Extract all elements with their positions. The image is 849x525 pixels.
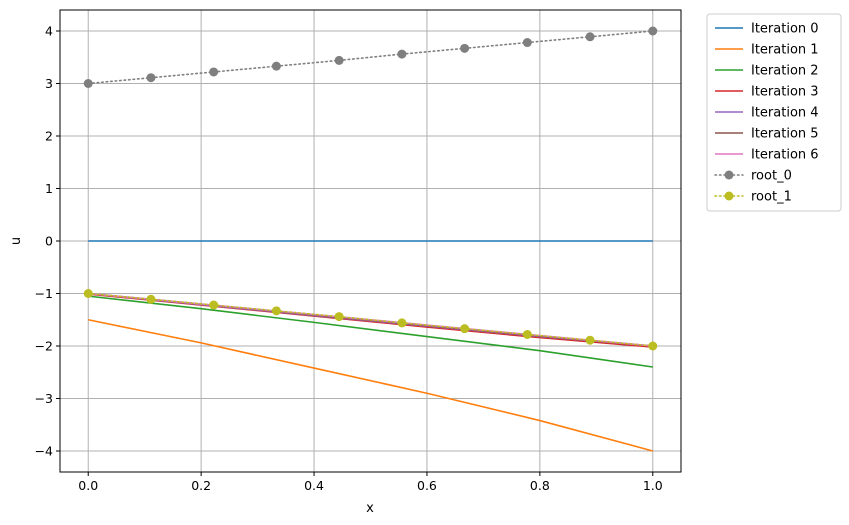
data-point [522,38,532,48]
legend-label: Iteration 4 [751,106,819,121]
legend-label: Iteration 0 [751,22,819,37]
series-line [88,295,653,368]
data-point [648,26,658,36]
legend-label: Iteration 5 [751,127,819,142]
legend-item: root_0 [714,169,792,184]
data-point [271,306,281,316]
y-axis-ticks: −4 −3 −2 −1 0 1 2 3 4 [35,24,60,459]
x-tick-label: 0.4 [304,478,324,493]
data-point [585,335,595,345]
series-iteration-1 [88,318,653,452]
legend-label: Iteration 3 [751,85,819,100]
y-tick-label: −3 [35,391,53,406]
y-tick-label: −4 [35,444,53,459]
x-axis-ticks: 0.0 0.2 0.4 0.6 0.8 1.0 [78,472,663,493]
data-point [209,67,219,77]
y-tick-label: 2 [45,129,53,144]
data-point [397,49,407,59]
legend-item: Iteration 6 [715,148,819,163]
y-tick-label: 0 [45,234,53,249]
x-tick-label: 0.0 [78,478,98,493]
x-axis-label: x [366,501,374,516]
data-point [146,294,156,304]
legend-label: root_0 [751,169,792,184]
legend-label: Iteration 1 [751,43,819,58]
x-tick-label: 1.0 [643,478,663,493]
data-point [522,329,532,339]
y-tick-label: −1 [35,286,53,301]
x-tick-label: 0.6 [417,478,437,493]
data-point [209,300,219,310]
legend-item: Iteration 5 [715,127,819,142]
x-tick-label: 0.2 [191,478,211,493]
series-line [87,30,654,85]
data-point [334,312,344,322]
data-point [334,55,344,65]
y-tick-label: 3 [45,76,53,91]
series-root-1 [83,289,658,351]
legend-item: Iteration 0 [715,22,819,37]
legend-item: Iteration 1 [715,43,819,58]
data-point [397,318,407,328]
series-root-0 [83,26,658,88]
data-point [460,43,470,53]
data-point [83,79,93,88]
legend-label: Iteration 2 [751,64,819,79]
legend-item: Iteration 2 [715,64,819,79]
y-tick-label: −2 [35,339,53,354]
data-point [648,341,658,351]
legend-label: root_1 [751,190,792,205]
legend: Iteration 0 Iteration 1 Iteration 2 Iterati… [706,13,842,212]
legend-item: Iteration 4 [715,106,819,121]
legend-item: root_1 [714,190,792,205]
legend-marker [724,170,734,180]
x-tick-label: 0.8 [530,478,550,493]
data-point [271,61,281,71]
data-point [460,324,470,334]
legend-box [706,13,842,212]
data-point [83,289,93,298]
y-axis-label: u [9,237,24,245]
legend-item: Iteration 3 [715,85,819,100]
legend-marker [724,191,734,201]
plot-series [83,26,658,452]
data-point [146,73,156,83]
series-line [88,318,653,452]
y-tick-label: 1 [45,181,53,196]
series-line [87,292,654,347]
data-point [585,32,595,42]
series-iteration-2 [88,295,653,368]
legend-label: Iteration 6 [751,148,819,163]
y-tick-label: 4 [45,24,53,39]
